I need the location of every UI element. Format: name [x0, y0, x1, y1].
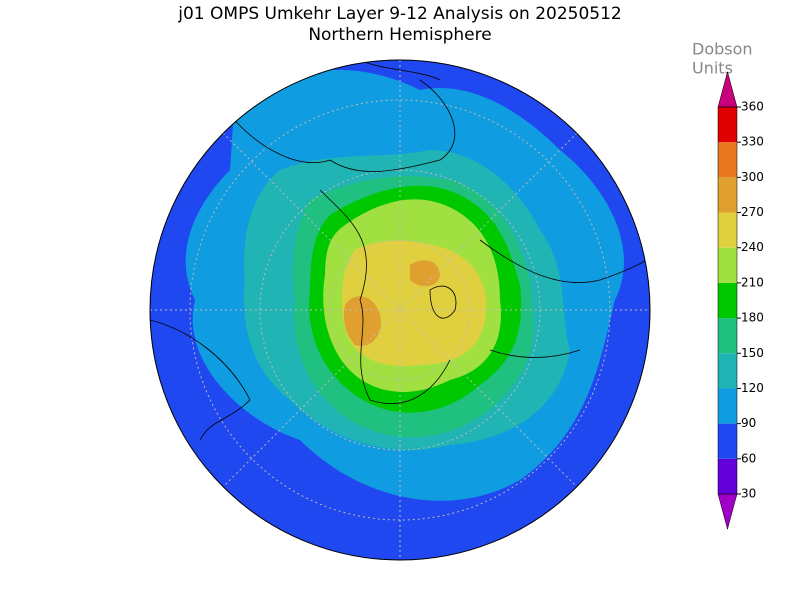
colorbar-tick-label: 330: [741, 135, 764, 149]
map: [149, 59, 651, 561]
colorbar-tick-label: 360: [741, 100, 764, 114]
colorbar-segment: [718, 423, 737, 459]
colorbar-segment: [718, 247, 737, 283]
colorbar-tick-label: 30: [741, 487, 756, 501]
colorbar-tick-label: 180: [741, 311, 764, 325]
colorbar-segment: [718, 212, 737, 248]
colorbar-tick-label: 300: [741, 170, 764, 184]
subtitle: Northern Hemisphere: [308, 25, 491, 45]
colorbar-tick-label: 240: [741, 240, 764, 254]
colorbar: 30 60 90 120 150 180 210 240 270 300 330 360: [717, 70, 764, 531]
colorbar-segment: [718, 388, 737, 424]
colorbar-label: Units: [692, 59, 733, 78]
colorbar-tick-label: 270: [741, 205, 764, 219]
colorbar-segment: [718, 458, 737, 494]
colorbar-segment: [718, 142, 737, 178]
graticule: [150, 60, 650, 560]
colorbar-tick-label: 120: [741, 381, 764, 395]
colorbar-label: Dobson: [692, 40, 753, 59]
colorbar-tick-label: 90: [741, 416, 756, 430]
colorbar-segment: [718, 318, 737, 354]
coastlines: [150, 60, 650, 441]
contour: [410, 260, 440, 287]
colorbar-segment: [718, 107, 737, 143]
colorbar-segment: [718, 282, 737, 319]
contour: [343, 296, 381, 346]
map-border: [149, 59, 651, 561]
colorbar-tick-label: 210: [741, 275, 764, 289]
colorbar-tick-label: 60: [741, 451, 756, 465]
title: j01 OMPS Umkehr Layer 9-12 Analysis on 2…: [177, 4, 621, 24]
colorbar-arrow: [717, 493, 738, 531]
colorbar-frame: [717, 106, 738, 495]
colorbar-tick-label: 150: [741, 346, 764, 360]
colorbar-segment: [718, 353, 737, 389]
colorbar-segment: [718, 177, 737, 213]
